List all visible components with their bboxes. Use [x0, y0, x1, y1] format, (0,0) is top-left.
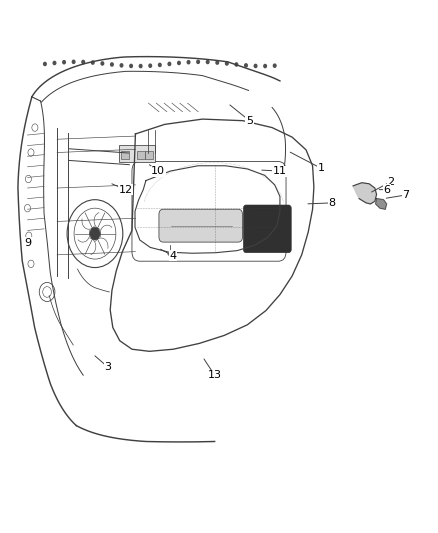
- Text: 4: 4: [170, 251, 177, 261]
- Bar: [137, 151, 145, 159]
- Polygon shape: [353, 183, 377, 204]
- Circle shape: [235, 63, 238, 66]
- Circle shape: [101, 62, 104, 65]
- Circle shape: [72, 60, 75, 63]
- Circle shape: [197, 60, 199, 63]
- Circle shape: [139, 64, 142, 68]
- Text: 5: 5: [246, 116, 253, 126]
- Text: 1: 1: [318, 164, 325, 173]
- Circle shape: [226, 62, 228, 65]
- FancyBboxPatch shape: [244, 205, 291, 253]
- Circle shape: [92, 61, 94, 64]
- Bar: [119, 144, 155, 161]
- Text: 11: 11: [273, 166, 287, 176]
- Bar: [145, 151, 153, 159]
- Circle shape: [187, 61, 190, 64]
- Text: 12: 12: [118, 184, 132, 195]
- Circle shape: [273, 64, 276, 67]
- Circle shape: [111, 63, 113, 66]
- Circle shape: [254, 64, 257, 68]
- Text: 2: 2: [387, 176, 395, 187]
- Circle shape: [82, 60, 85, 63]
- Circle shape: [120, 64, 123, 67]
- Circle shape: [178, 61, 180, 64]
- FancyBboxPatch shape: [159, 209, 243, 242]
- Circle shape: [149, 64, 152, 67]
- Circle shape: [206, 60, 209, 63]
- Circle shape: [53, 61, 56, 64]
- Circle shape: [130, 64, 132, 68]
- Circle shape: [264, 64, 266, 68]
- Text: 8: 8: [328, 198, 336, 208]
- Circle shape: [216, 61, 219, 64]
- Bar: [121, 151, 129, 159]
- Circle shape: [159, 63, 161, 67]
- Text: 3: 3: [105, 362, 112, 372]
- Polygon shape: [376, 199, 387, 209]
- Text: 10: 10: [151, 166, 165, 176]
- Circle shape: [168, 62, 171, 66]
- Circle shape: [245, 64, 247, 67]
- Text: 9: 9: [24, 238, 31, 248]
- Circle shape: [90, 227, 100, 240]
- Text: 13: 13: [208, 370, 222, 380]
- Text: 6: 6: [383, 184, 390, 195]
- Circle shape: [44, 62, 46, 66]
- Text: 7: 7: [403, 190, 410, 200]
- Circle shape: [63, 61, 65, 64]
